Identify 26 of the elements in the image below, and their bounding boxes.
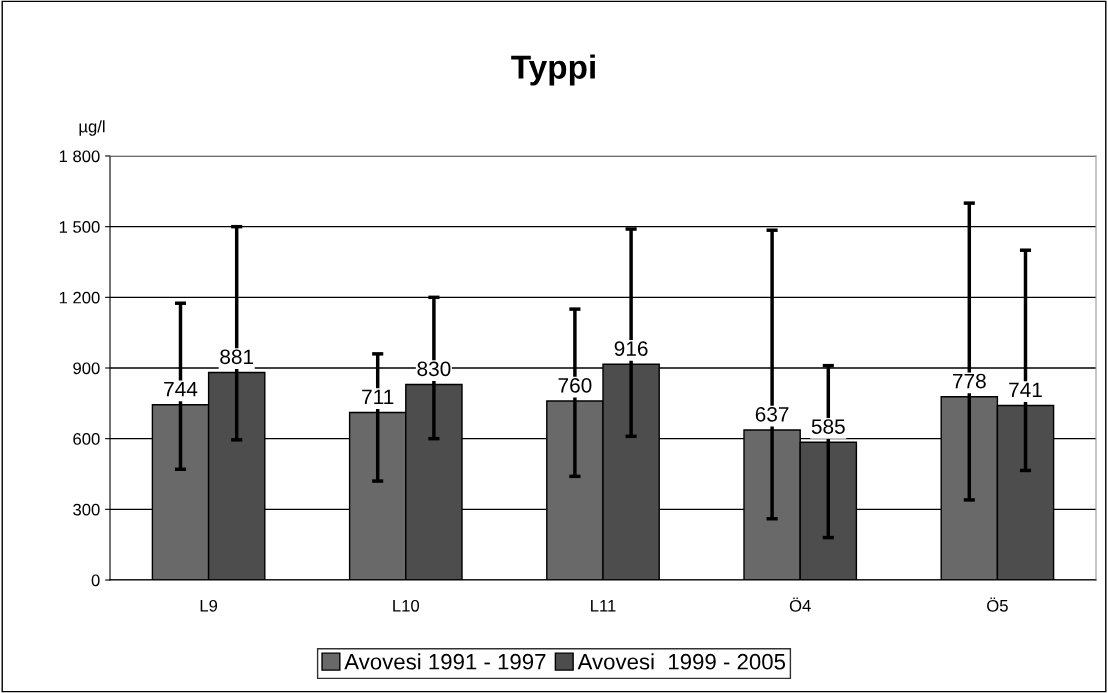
data-label: 711 — [362, 389, 394, 405]
x-tick-label: Ö5 — [987, 597, 1008, 612]
y-tick-label: 600 — [73, 433, 100, 445]
data-label: 916 — [614, 341, 648, 356]
legend-label: Avovesi 1999 - 2005 — [577, 653, 786, 670]
data-label: 585 — [811, 419, 845, 434]
data-label: 760 — [558, 377, 592, 393]
y-tick-label: 900 — [73, 362, 100, 375]
data-label: 830 — [417, 361, 451, 377]
y-tick-label: 300 — [73, 503, 100, 516]
data-label: 744 — [164, 381, 198, 397]
data-label: 637 — [755, 406, 789, 422]
y-axis-title: µg/l — [79, 120, 105, 136]
y-tick-label: 0 — [91, 574, 100, 587]
x-tick-label: L11 — [591, 600, 616, 612]
y-tick-label: 1 500 — [59, 221, 100, 233]
chart-title: Typpi — [511, 54, 595, 86]
data-label: 778 — [952, 373, 986, 389]
legend-label: Avovesi 1991 - 1997 — [344, 653, 546, 670]
y-tick-label: 1 200 — [59, 291, 100, 304]
data-label: 741 — [1009, 382, 1042, 397]
x-tick-label: L9 — [200, 599, 218, 612]
x-tick-label: L10 — [393, 599, 420, 612]
data-label: 881 — [220, 349, 254, 365]
y-tick-label: 1 800 — [59, 150, 100, 163]
x-tick-label: Ö4 — [789, 597, 811, 612]
